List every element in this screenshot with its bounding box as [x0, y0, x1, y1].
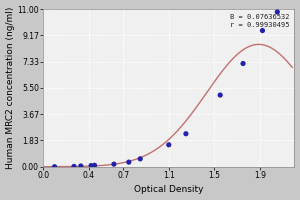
Point [241, 62, 245, 65]
Text: B = 0.07636532
r = 0.99930495: B = 0.07636532 r = 0.99930495 [230, 14, 290, 28]
Point [72, 165, 76, 168]
Y-axis label: Human MRC2 concentration (ng/ml): Human MRC2 concentration (ng/ml) [6, 7, 15, 169]
Point [52, 165, 57, 168]
Point [89, 164, 94, 167]
Point [218, 93, 223, 97]
Point [167, 143, 171, 146]
X-axis label: Optical Density: Optical Density [134, 185, 203, 194]
Point [92, 164, 97, 167]
Point [78, 164, 83, 168]
Point [138, 157, 142, 160]
Point [260, 29, 265, 32]
Point [184, 132, 188, 135]
Point [126, 161, 131, 164]
Point [112, 163, 116, 166]
Point [275, 10, 280, 14]
